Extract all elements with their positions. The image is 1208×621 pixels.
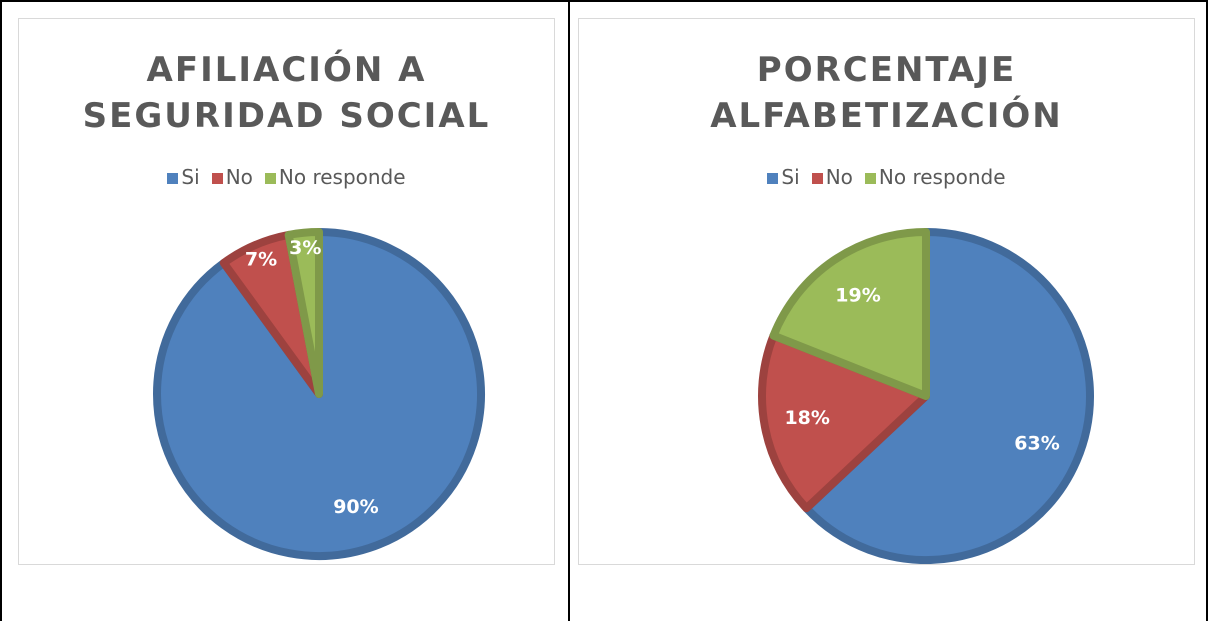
legend-swatch [264, 173, 276, 184]
chart-panel: AFILIACIÓN A SEGURIDAD SOCIAL Si No No resp… [18, 18, 555, 565]
legend-item: Si [167, 165, 200, 189]
legend-label: Si [181, 165, 200, 189]
legend-swatch [767, 173, 779, 184]
data-label: 63% [1014, 433, 1059, 455]
pie-slice [769, 228, 930, 400]
table-border [568, 0, 570, 621]
legend-label: No responde [878, 165, 1006, 189]
legend-swatch [211, 173, 223, 184]
legend-swatch [167, 173, 179, 184]
chart-title: PORCENTAJE ALFABETIZACIÓN [710, 50, 1063, 136]
legend-item: No [811, 165, 853, 189]
table-border [0, 0, 2, 621]
pie-chart: 90% 7% 3% [153, 228, 485, 560]
data-label: 7% [245, 248, 277, 270]
legend-swatch [864, 173, 876, 184]
legend-item: No responde [264, 165, 406, 189]
legend-label: No [825, 165, 853, 189]
table-border [0, 0, 1208, 2]
pie-slice [284, 228, 323, 398]
legend-swatch [811, 173, 823, 184]
table-border [1206, 0, 1208, 621]
data-label: 18% [784, 407, 829, 429]
data-label: 3% [289, 237, 321, 259]
pie-slice [802, 228, 1094, 564]
chart-title: AFILIACIÓN A SEGURIDAD SOCIAL [82, 50, 491, 136]
data-label: 90% [333, 496, 378, 518]
legend-item: No [211, 165, 253, 189]
pie-slice [758, 331, 930, 513]
legend-label: No responde [278, 165, 406, 189]
legend-item: No responde [864, 165, 1006, 189]
legend-item: Si [767, 165, 800, 189]
legend-label: No [225, 165, 253, 189]
pie-chart: 63% 18% 19% [758, 228, 1094, 564]
chart-panel: PORCENTAJE ALFABETIZACIÓN Si No No responde… [578, 18, 1195, 565]
legend-label: Si [781, 165, 800, 189]
data-label: 19% [835, 284, 880, 306]
legend: Si No No responde [19, 165, 554, 189]
legend: Si No No responde [579, 165, 1194, 189]
